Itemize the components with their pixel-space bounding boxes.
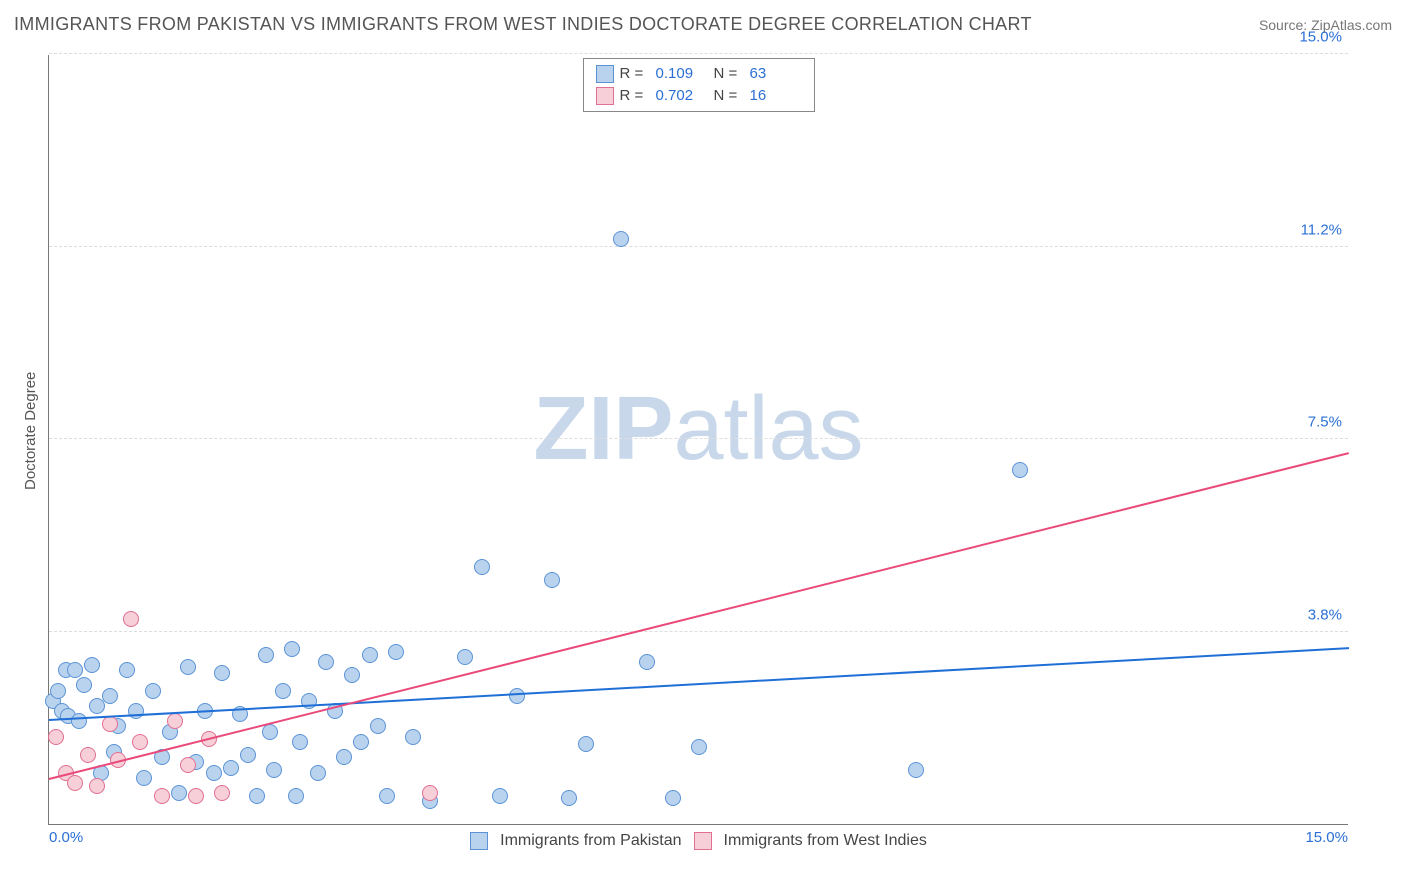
data-point	[249, 788, 265, 804]
data-point	[561, 790, 577, 806]
data-point	[613, 231, 629, 247]
data-point	[132, 734, 148, 750]
gridline	[49, 631, 1348, 632]
data-point	[84, 657, 100, 673]
chart-title: IMMIGRANTS FROM PAKISTAN VS IMMIGRANTS F…	[14, 14, 1032, 35]
data-point	[67, 775, 83, 791]
data-point	[119, 662, 135, 678]
data-point	[223, 760, 239, 776]
y-axis-label: Doctorate Degree	[22, 372, 39, 490]
data-point	[310, 765, 326, 781]
data-point	[544, 572, 560, 588]
data-point	[188, 788, 204, 804]
legend-stat-row: R = 0.109 N = 63	[596, 63, 802, 85]
legend-series-label: Immigrants from West Indies	[724, 832, 927, 849]
r-value: 0.109	[656, 63, 708, 85]
data-point	[422, 785, 438, 801]
data-point	[89, 778, 105, 794]
watermark-bold: ZIP	[533, 379, 673, 479]
legend-series: Immigrants from Pakistan Immigrants from …	[49, 832, 1348, 850]
data-point	[457, 649, 473, 665]
data-point	[171, 785, 187, 801]
data-point	[639, 654, 655, 670]
data-point	[379, 788, 395, 804]
data-point	[136, 770, 152, 786]
n-label: N =	[714, 85, 744, 107]
data-point	[362, 647, 378, 663]
watermark: ZIPatlas	[533, 378, 863, 481]
x-tick-label: 15.0%	[1305, 829, 1348, 846]
data-point	[123, 611, 139, 627]
n-value: 63	[750, 63, 802, 85]
data-point	[145, 683, 161, 699]
data-point	[102, 688, 118, 704]
data-point	[206, 765, 222, 781]
data-point	[48, 729, 64, 745]
data-point	[180, 757, 196, 773]
y-tick-label: 15.0%	[1299, 29, 1342, 46]
data-point	[578, 736, 594, 752]
trend-line	[49, 452, 1349, 780]
data-point	[405, 729, 421, 745]
data-point	[214, 785, 230, 801]
data-point	[691, 739, 707, 755]
data-point	[665, 790, 681, 806]
data-point	[80, 747, 96, 763]
data-point	[102, 716, 118, 732]
legend-stat-row: R = 0.702 N = 16	[596, 85, 802, 107]
data-point	[128, 703, 144, 719]
data-point	[908, 762, 924, 778]
data-point	[492, 788, 508, 804]
data-point	[284, 641, 300, 657]
legend-swatch	[596, 87, 614, 105]
data-point	[275, 683, 291, 699]
data-point	[292, 734, 308, 750]
legend-series-label: Immigrants from Pakistan	[500, 832, 681, 849]
data-point	[167, 713, 183, 729]
y-tick-label: 3.8%	[1308, 606, 1342, 623]
data-point	[240, 747, 256, 763]
y-tick-label: 11.2%	[1301, 221, 1342, 238]
n-label: N =	[714, 63, 744, 85]
y-tick-label: 7.5%	[1308, 414, 1342, 431]
header: IMMIGRANTS FROM PAKISTAN VS IMMIGRANTS F…	[14, 14, 1392, 35]
gridline	[49, 53, 1348, 54]
data-point	[154, 788, 170, 804]
legend-swatch	[694, 832, 712, 850]
data-point	[50, 683, 66, 699]
data-point	[353, 734, 369, 750]
gridline	[49, 246, 1348, 247]
data-point	[509, 688, 525, 704]
x-tick-label: 0.0%	[49, 829, 83, 846]
n-value: 16	[750, 85, 802, 107]
data-point	[288, 788, 304, 804]
legend-swatch	[596, 65, 614, 83]
data-point	[318, 654, 334, 670]
data-point	[180, 659, 196, 675]
data-point	[76, 677, 92, 693]
legend-stats: R = 0.109 N = 63 R = 0.702 N = 16	[583, 58, 815, 112]
data-point	[1012, 462, 1028, 478]
scatter-plot: ZIPatlas R =0.109N =63R =0.702N =16 Immi…	[48, 55, 1348, 825]
data-point	[266, 762, 282, 778]
data-point	[336, 749, 352, 765]
r-value: 0.702	[656, 85, 708, 107]
watermark-rest: atlas	[673, 379, 863, 479]
legend-swatch	[470, 832, 488, 850]
r-label: R =	[620, 85, 650, 107]
gridline	[49, 438, 1348, 439]
data-point	[370, 718, 386, 734]
r-label: R =	[620, 63, 650, 85]
data-point	[67, 662, 83, 678]
data-point	[71, 713, 87, 729]
data-point	[388, 644, 404, 660]
data-point	[258, 647, 274, 663]
data-point	[214, 665, 230, 681]
data-point	[344, 667, 360, 683]
data-point	[474, 559, 490, 575]
